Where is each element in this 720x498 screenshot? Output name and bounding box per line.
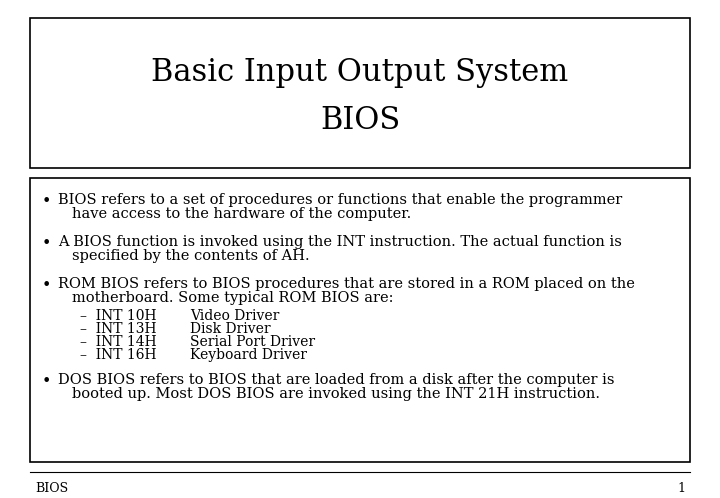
Text: BIOS: BIOS <box>320 105 400 135</box>
Text: Serial Port Driver: Serial Port Driver <box>190 335 315 349</box>
Text: BIOS: BIOS <box>35 482 68 495</box>
Text: •: • <box>42 193 51 210</box>
Text: BIOS refers to a set of procedures or functions that enable the programmer: BIOS refers to a set of procedures or fu… <box>58 193 622 207</box>
Text: –  INT 14H: – INT 14H <box>80 335 157 349</box>
Text: Keyboard Driver: Keyboard Driver <box>190 348 307 362</box>
Text: •: • <box>42 235 51 252</box>
Text: 1: 1 <box>677 482 685 495</box>
Text: Video Driver: Video Driver <box>190 309 279 323</box>
Bar <box>30 18 690 168</box>
Text: specified by the contents of AH.: specified by the contents of AH. <box>72 249 310 263</box>
Text: Basic Input Output System: Basic Input Output System <box>151 56 569 88</box>
Text: booted up. Most DOS BIOS are invoked using the INT 21H instruction.: booted up. Most DOS BIOS are invoked usi… <box>72 387 600 401</box>
Text: ROM BIOS refers to BIOS procedures that are stored in a ROM placed on the: ROM BIOS refers to BIOS procedures that … <box>58 277 635 291</box>
Text: –  INT 13H: – INT 13H <box>80 322 156 336</box>
Text: motherboard. Some typical ROM BIOS are:: motherboard. Some typical ROM BIOS are: <box>72 291 394 305</box>
Text: •: • <box>42 373 51 390</box>
Text: DOS BIOS refers to BIOS that are loaded from a disk after the computer is: DOS BIOS refers to BIOS that are loaded … <box>58 373 614 387</box>
Text: have access to the hardware of the computer.: have access to the hardware of the compu… <box>72 207 411 221</box>
Bar <box>30 178 690 462</box>
Text: •: • <box>42 277 51 294</box>
Text: Disk Driver: Disk Driver <box>190 322 271 336</box>
Text: A BIOS function is invoked using the INT instruction. The actual function is: A BIOS function is invoked using the INT… <box>58 235 622 249</box>
Text: –  INT 16H: – INT 16H <box>80 348 156 362</box>
Text: –  INT 10H: – INT 10H <box>80 309 156 323</box>
